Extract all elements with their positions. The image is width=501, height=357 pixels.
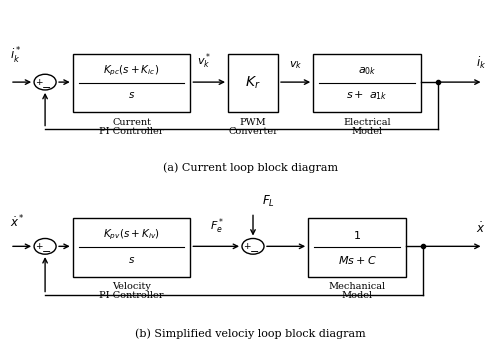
Bar xyxy=(308,218,406,277)
Text: $a_{0k}$: $a_{0k}$ xyxy=(358,65,376,76)
Text: Velocity: Velocity xyxy=(112,282,151,291)
Text: Model: Model xyxy=(341,291,373,300)
Text: PI Controller: PI Controller xyxy=(99,291,164,300)
Text: $K_{pc}(s+K_{ic})$: $K_{pc}(s+K_{ic})$ xyxy=(103,64,160,78)
Circle shape xyxy=(34,238,56,254)
Bar xyxy=(228,54,278,112)
Text: $F_L$: $F_L$ xyxy=(262,194,275,209)
Circle shape xyxy=(242,238,264,254)
Text: $1$: $1$ xyxy=(353,229,361,241)
Text: $\dot{x}$: $\dot{x}$ xyxy=(476,221,485,236)
Text: $s$: $s$ xyxy=(128,255,135,265)
Text: $i_k$: $i_k$ xyxy=(476,55,486,71)
Text: $F_e^*$: $F_e^*$ xyxy=(209,216,224,236)
Text: $Ms+C$: $Ms+C$ xyxy=(338,253,376,266)
Text: PI Controller: PI Controller xyxy=(99,127,164,136)
Text: $K_r$: $K_r$ xyxy=(245,75,261,91)
Text: $+$: $+$ xyxy=(242,241,251,251)
Text: (a) Current loop block diagram: (a) Current loop block diagram xyxy=(163,162,338,173)
Text: $+$: $+$ xyxy=(35,241,43,251)
Text: $v_k^*$: $v_k^*$ xyxy=(197,52,211,71)
Text: $v_k$: $v_k$ xyxy=(289,60,302,71)
Text: $-$: $-$ xyxy=(41,81,51,91)
Text: Electrical: Electrical xyxy=(343,118,391,127)
Text: $s$: $s$ xyxy=(128,90,135,100)
Text: PWM: PWM xyxy=(239,118,267,127)
Circle shape xyxy=(34,74,56,90)
Text: Mechanical: Mechanical xyxy=(328,282,386,291)
Text: $+$: $+$ xyxy=(35,77,43,87)
Text: $K_{pv}(s+K_{iv})$: $K_{pv}(s+K_{iv})$ xyxy=(103,228,160,242)
Text: (b) Simplified velociy loop block diagram: (b) Simplified velociy loop block diagra… xyxy=(135,328,366,339)
Bar xyxy=(73,218,190,277)
Text: $s+\ a_{1k}$: $s+\ a_{1k}$ xyxy=(346,89,388,102)
Bar xyxy=(73,54,190,112)
Bar xyxy=(313,54,421,112)
Text: $\dot{x}^*$: $\dot{x}^*$ xyxy=(10,214,25,230)
Text: Current: Current xyxy=(112,118,151,127)
Text: $i_k^*$: $i_k^*$ xyxy=(10,46,22,66)
Text: $-$: $-$ xyxy=(249,245,259,255)
Text: Model: Model xyxy=(351,127,383,136)
Text: $-$: $-$ xyxy=(41,245,51,255)
Text: Converter: Converter xyxy=(228,127,278,136)
